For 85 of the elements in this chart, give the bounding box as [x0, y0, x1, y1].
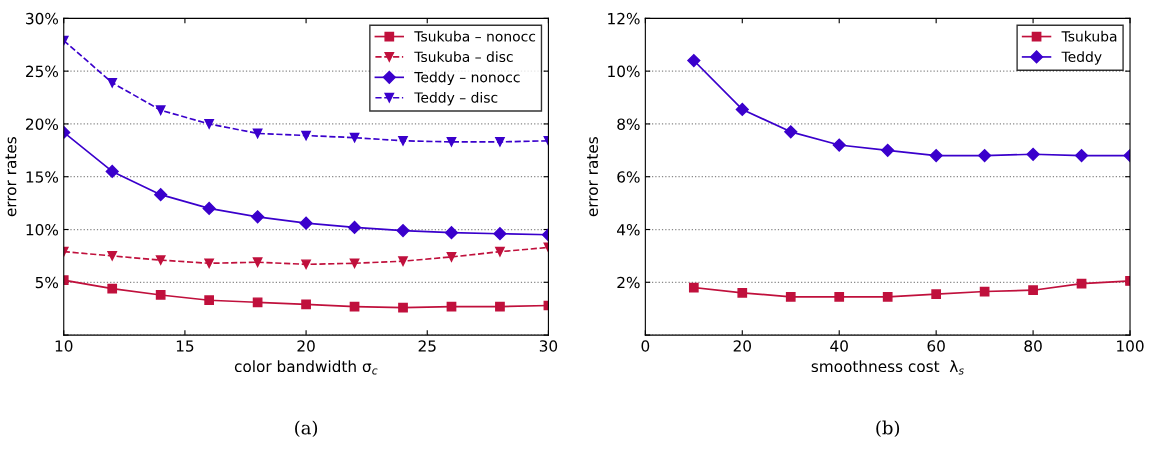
y-axis-title: error rates: [587, 137, 599, 217]
y-axis-title: error rates: [5, 137, 17, 217]
point: [495, 301, 505, 312]
point: [202, 201, 216, 215]
y-tick-label: 20%: [26, 118, 59, 130]
point: [784, 125, 798, 139]
legend-label: Teddy: [1061, 51, 1102, 65]
legend-label: Tsukuba – nonocc: [414, 30, 536, 42]
point: [931, 289, 942, 300]
point: [446, 137, 457, 147]
point: [154, 188, 168, 202]
point: [107, 283, 118, 294]
x-axis-title: smoothness cost λ$_{s}$: [811, 360, 964, 375]
y-tick-label: 15%: [26, 171, 59, 183]
point: [252, 257, 263, 268]
point: [978, 149, 992, 163]
point: [444, 226, 459, 240]
point: [929, 149, 943, 163]
point: [204, 295, 215, 306]
legend-label: Teddy – disc: [414, 92, 498, 106]
point: [301, 299, 311, 310]
point: [398, 302, 408, 313]
point: [495, 137, 505, 147]
point: [881, 143, 895, 157]
point: [252, 128, 263, 139]
point: [882, 291, 893, 302]
point: [252, 297, 263, 308]
point: [1028, 285, 1038, 296]
y-tick-label: 5%: [35, 276, 59, 289]
point: [687, 54, 701, 68]
point: [834, 291, 845, 302]
text: (a): [295, 420, 318, 438]
point: [105, 164, 119, 179]
point: [155, 290, 166, 300]
x-tick-label: 0: [641, 340, 650, 352]
point: [349, 132, 360, 143]
y-tick-label: 8%: [617, 118, 640, 130]
point: [204, 258, 215, 269]
x-tick-label: 40: [830, 340, 848, 352]
point: [785, 291, 796, 302]
point: [301, 130, 311, 141]
point: [688, 282, 699, 293]
x-tick-label: 25: [418, 340, 436, 352]
y-tick-label: 25%: [26, 65, 59, 78]
point: [155, 255, 166, 265]
x-tick-label: 20: [297, 340, 315, 352]
point: [832, 138, 846, 152]
point: [1074, 149, 1089, 163]
y-tick-label: 4%: [617, 223, 640, 236]
point: [398, 256, 408, 267]
y-tick-label: 2%: [617, 276, 640, 289]
x-tick-label: 15: [176, 340, 194, 352]
point: [495, 246, 505, 257]
point: [398, 135, 408, 146]
point: [493, 227, 507, 241]
x-tick-label: 10: [55, 340, 73, 352]
y-tick-label: 30%: [26, 12, 59, 25]
legend-label: Teddy – nonocc: [414, 71, 520, 86]
x-tick-label: 20: [733, 340, 751, 352]
x-tick-label: 80: [1024, 340, 1042, 352]
y-tick-label: 6%: [617, 171, 640, 183]
point: [396, 223, 410, 238]
point: [155, 105, 166, 116]
point: [349, 258, 360, 269]
point: [299, 216, 313, 230]
y-tick-label: 10%: [608, 65, 640, 78]
legend-label: Tsukuba: [1061, 30, 1117, 42]
text: (b): [876, 420, 900, 438]
point: [251, 210, 265, 224]
point: [301, 259, 311, 270]
x-tick-label: 60: [927, 340, 945, 352]
y-tick-label: 12%: [608, 12, 640, 25]
point: [735, 102, 749, 117]
x-tick-label: 100: [1117, 340, 1144, 352]
point: [204, 119, 215, 129]
x-tick-label: 30: [539, 340, 558, 352]
point: [737, 287, 748, 298]
point: [107, 77, 118, 88]
x-axis-title: color bandwidth σ$_{c}$: [234, 360, 378, 375]
point: [446, 252, 457, 262]
point: [107, 251, 118, 261]
legend-label: Tsukuba – disc: [414, 51, 513, 62]
point: [347, 220, 362, 234]
point: [1026, 147, 1040, 161]
y-tick-label: 10%: [26, 223, 59, 236]
